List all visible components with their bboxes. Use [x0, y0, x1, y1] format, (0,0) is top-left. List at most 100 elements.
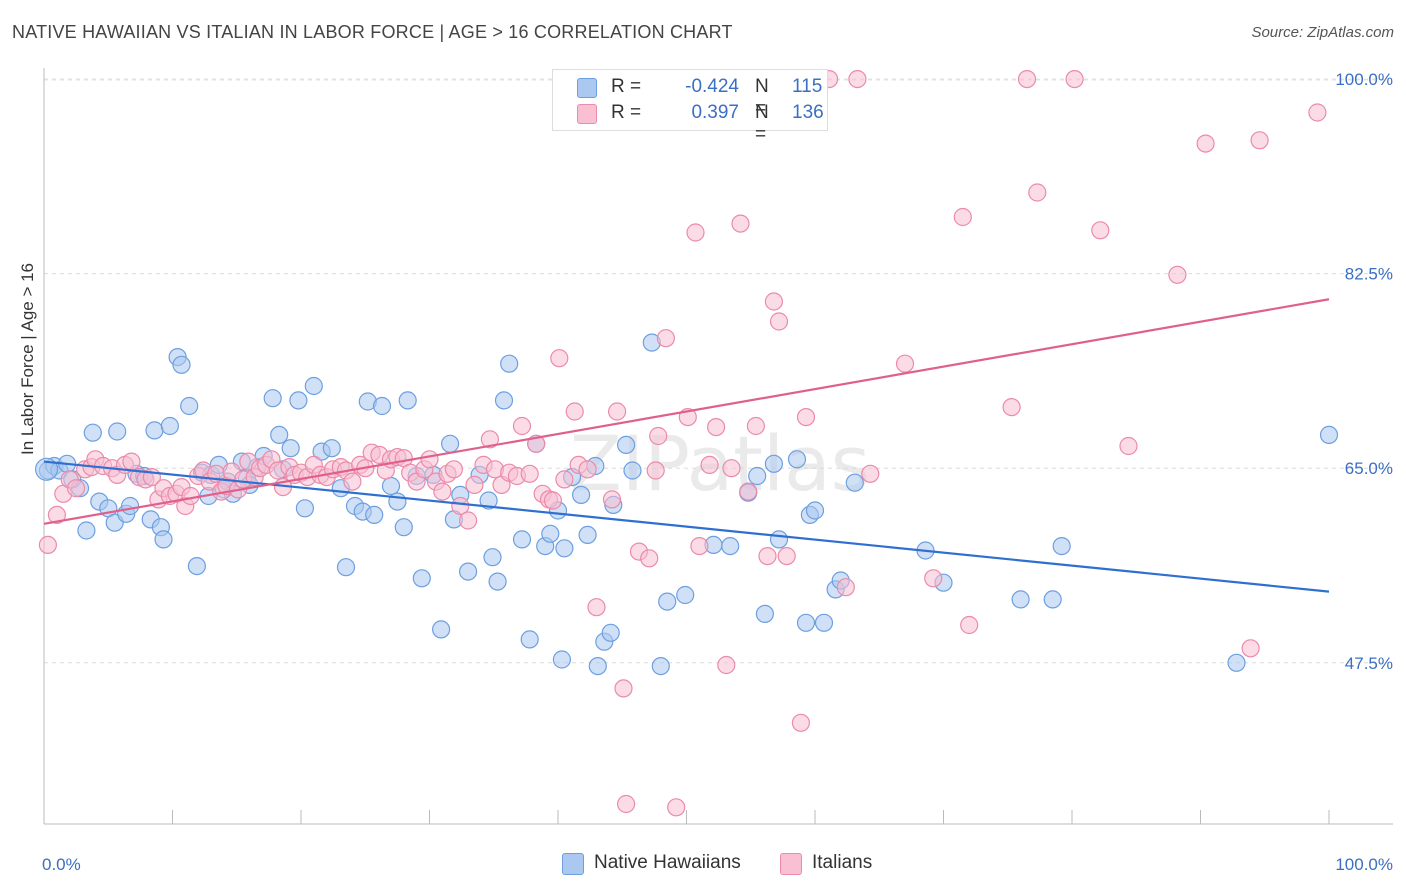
native-hawaiian-point: [160, 416, 179, 436]
italian-point: [764, 292, 784, 311]
italian-point: [1091, 221, 1110, 240]
native-hawaiian-point: [381, 476, 401, 496]
italian-point: [1168, 265, 1187, 284]
native-hawaiian-point: [588, 656, 607, 676]
native-hawaiian-point: [676, 585, 695, 605]
italian-point: [758, 546, 777, 566]
italian-point: [686, 223, 705, 242]
native-hawaiian-point: [787, 450, 807, 469]
r-value: 0.397: [691, 102, 739, 123]
italian-trend: [43, 298, 1330, 525]
native-hawaiian-point: [571, 485, 591, 504]
italian-point: [122, 452, 141, 471]
source-credit: Source: ZipAtlas.com: [1251, 24, 1394, 41]
italian-point: [444, 460, 463, 479]
italian-point: [343, 472, 362, 491]
native-hawaiian-point: [77, 521, 96, 540]
italian-point: [706, 418, 726, 437]
native-hawaiian-point: [479, 491, 498, 510]
native-hawaiian-point: [500, 354, 519, 373]
native-hawaiian-point: [601, 623, 620, 642]
native-hawaiian-point: [796, 613, 816, 632]
native-hawaiian-point: [1227, 653, 1246, 672]
native-hawaiian-point: [658, 592, 677, 611]
x-tick-label: 0.0%: [42, 855, 81, 874]
native-hawaiian-point: [1052, 536, 1071, 556]
italian-point: [746, 416, 766, 436]
italian-point: [614, 679, 633, 698]
italian-point: [895, 354, 915, 373]
native-hawaiian-point: [1011, 590, 1030, 609]
native-hawaiian-point: [459, 562, 478, 581]
native-hawaiian-point: [398, 391, 417, 410]
native-hawaiian-point: [441, 434, 460, 453]
italian-point: [1119, 436, 1138, 456]
gridlines: [44, 78, 1389, 664]
italian-point: [656, 329, 676, 348]
n-value: 136: [792, 102, 824, 123]
r-label: R =: [611, 76, 642, 97]
legend-swatch-blue: [562, 853, 584, 875]
legend-swatch-blue: [577, 78, 597, 98]
italian-point: [433, 482, 452, 501]
italian-point: [861, 464, 880, 483]
italian-point: [796, 408, 816, 427]
native-hawaiian-point: [494, 391, 514, 410]
y-axis-label: In Labor Force | Age > 16: [18, 262, 37, 455]
italian-point: [181, 486, 200, 506]
italian-point: [420, 450, 439, 469]
italian-point: [953, 207, 972, 227]
italian-point: [690, 536, 709, 556]
native-hawaiian-point: [769, 530, 789, 549]
italian-point: [550, 349, 569, 368]
series-name: Native Hawaiians: [594, 852, 741, 873]
native-hawaiian-point: [541, 524, 560, 543]
native-hawaiian-point: [721, 536, 740, 556]
italian-point: [667, 798, 686, 817]
y-tick-label: 100.0%: [1335, 70, 1393, 89]
legend-swatch-pink: [780, 853, 802, 875]
italian-point: [459, 511, 478, 530]
native-hawaiian-point: [555, 539, 574, 558]
italian-point: [791, 713, 811, 732]
italian-point: [555, 470, 574, 489]
native-hawaiian-point: [845, 473, 864, 492]
italian-point: [1065, 69, 1084, 89]
native-hawaiian-point: [616, 435, 636, 454]
y-tick-label: 82.5%: [1345, 265, 1393, 284]
italian-point: [465, 475, 484, 494]
native-hawaiian-point: [322, 439, 341, 458]
native-hawaiian-point: [623, 461, 642, 480]
italian-point: [1017, 69, 1037, 89]
italian-point: [640, 549, 659, 568]
native-hawaiian-point: [805, 501, 825, 520]
italian-point: [1028, 183, 1047, 202]
italian-point: [960, 615, 979, 635]
italian-point: [543, 491, 563, 510]
native-hawaiian-point: [172, 355, 191, 374]
native-hawaiian-point: [121, 496, 140, 516]
italian-point: [1196, 134, 1215, 153]
native-hawaiian-point: [755, 604, 775, 624]
native-hawaiian-point: [365, 505, 384, 525]
native-hawaiian-point: [748, 466, 767, 486]
trend-lines: [43, 298, 1330, 593]
italian-point: [602, 490, 622, 509]
native-hawaiian-point: [295, 499, 314, 518]
italian-point: [66, 479, 86, 498]
y-tick-label: 65.0%: [1345, 459, 1393, 478]
native-hawaiian-point: [372, 396, 392, 416]
italian-point: [451, 496, 470, 516]
italian-point: [1241, 639, 1260, 658]
native-hawaiian-point: [432, 620, 451, 639]
italian-point: [587, 598, 606, 617]
native-hawaiian-point: [145, 421, 164, 440]
legend-swatch-pink: [577, 104, 597, 124]
y-tick-label: 47.5%: [1345, 654, 1393, 673]
italian-point: [777, 546, 796, 566]
italian-point: [47, 505, 67, 525]
italian-point: [512, 416, 532, 436]
native-hawaiian-point: [651, 656, 670, 676]
n-label: N =: [755, 102, 769, 145]
